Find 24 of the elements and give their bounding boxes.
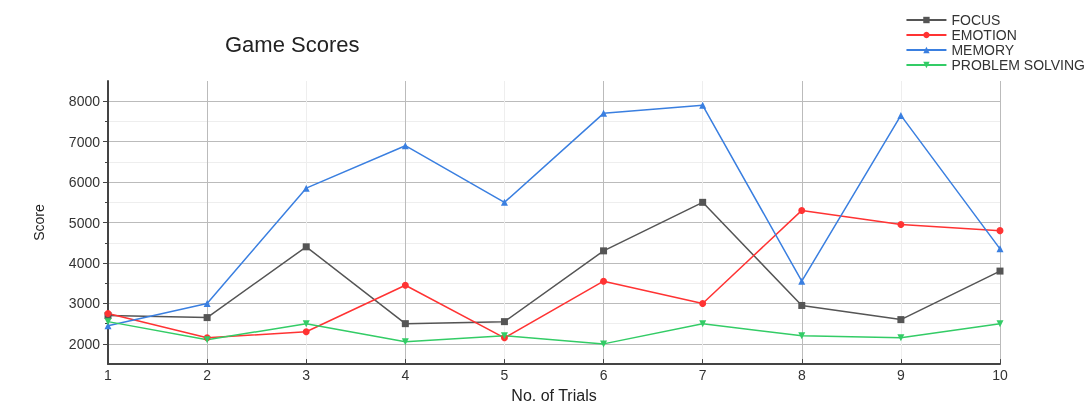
legend-label: MEMORY — [951, 42, 1015, 58]
y-tick-label: 5000 — [68, 214, 101, 231]
x-tick-label: 5 — [500, 367, 509, 384]
chart-title: Game Scores — [225, 31, 360, 57]
y-tick-label: 4000 — [68, 254, 101, 271]
y-tick-label: 2000 — [68, 335, 101, 352]
x-tick-label: 6 — [599, 367, 608, 384]
y-axis-title: Score — [31, 204, 47, 241]
x-tick-label: 7 — [698, 367, 707, 384]
legend-label: FOCUS — [951, 12, 1001, 28]
y-tick-label: 8000 — [68, 93, 101, 110]
x-tick-label: 10 — [992, 367, 1008, 384]
x-tick-label: 8 — [797, 367, 806, 384]
legend-label: PROBLEM SOLVING — [951, 57, 1086, 73]
x-tick-label: 4 — [401, 367, 410, 384]
x-tick-label: 3 — [302, 367, 311, 384]
x-axis-title: No. of Trials — [511, 386, 597, 404]
x-tick-label: 9 — [896, 367, 905, 384]
legend-label: EMOTION — [951, 27, 1017, 43]
x-tick-label: 1 — [104, 367, 113, 384]
y-tick-label: 7000 — [68, 133, 101, 150]
x-tick-label: 2 — [203, 367, 212, 384]
y-tick-label: 6000 — [68, 174, 101, 191]
y-tick-label: 3000 — [68, 295, 101, 312]
